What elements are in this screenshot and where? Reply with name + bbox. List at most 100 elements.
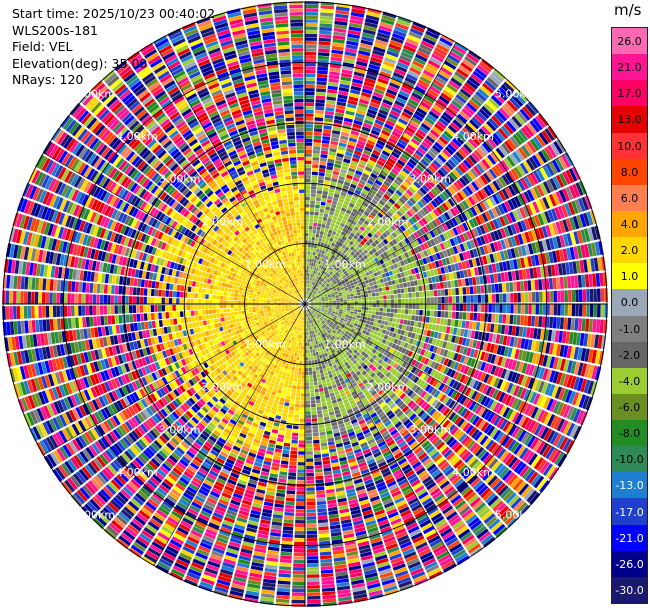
range-gate (408, 158, 418, 167)
range-gate (379, 311, 383, 316)
range-gate (461, 85, 474, 96)
range-gate (309, 374, 313, 379)
range-gate (391, 258, 396, 264)
range-gate (490, 95, 503, 107)
range-gate (321, 402, 327, 407)
range-gate (590, 226, 598, 241)
range-gate (309, 273, 312, 277)
range-gate (338, 87, 350, 93)
range-gate (350, 199, 357, 205)
range-gate (310, 300, 314, 302)
range-gate (513, 247, 520, 258)
range-gate (459, 110, 470, 121)
range-gate (374, 251, 380, 257)
range-gate (494, 283, 499, 293)
range-gate (319, 293, 323, 297)
range-gate (305, 22, 318, 27)
range-gate (407, 250, 413, 257)
range-gate (407, 123, 418, 131)
range-gate (535, 115, 546, 129)
range-gate (357, 220, 364, 226)
range-gate (317, 508, 327, 513)
range-gate (506, 120, 517, 133)
range-gate (368, 250, 374, 256)
range-gate (505, 78, 518, 91)
range-gate (326, 367, 331, 372)
range-gate (331, 242, 336, 247)
range-gate (477, 304, 482, 312)
range-gate (470, 73, 483, 84)
range-gate (305, 193, 310, 197)
range-gate (405, 276, 410, 282)
range-gate (368, 214, 375, 220)
range-gate (383, 295, 387, 300)
range-gate (521, 362, 528, 374)
range-gate (375, 311, 380, 316)
range-gate (490, 231, 497, 242)
range-gate (547, 209, 555, 222)
range-gate (523, 124, 535, 137)
range-gate (349, 232, 355, 238)
range-gate (419, 198, 427, 206)
range-gate (339, 195, 346, 200)
range-gate (390, 304, 395, 308)
range-gate (318, 384, 323, 389)
range-gate (307, 570, 320, 575)
range-gate (544, 128, 555, 141)
range-gate (335, 220, 341, 226)
range-gate (523, 256, 529, 268)
range-gate (413, 247, 420, 254)
range-gate (312, 168, 319, 172)
range-gate (586, 289, 590, 302)
range-gate (333, 28, 347, 33)
range-gate (306, 265, 309, 270)
range-gate (523, 176, 533, 188)
range-gate (335, 284, 340, 288)
range-gate (489, 343, 495, 353)
range-gate (482, 223, 490, 233)
range-gate (315, 351, 319, 356)
range-gate (305, 59, 316, 63)
range-gate (428, 221, 435, 230)
range-gate (307, 327, 310, 332)
range-gate (469, 286, 474, 295)
range-gate (396, 210, 403, 217)
range-gate (305, 88, 315, 92)
range-gate (306, 491, 315, 495)
range-gate (356, 60, 368, 67)
range-gate (311, 360, 315, 364)
range-gate (332, 170, 340, 176)
range-gate (576, 214, 583, 229)
range-gate (375, 266, 380, 272)
range-gate (312, 226, 317, 230)
range-gate (313, 443, 320, 448)
range-gate (488, 264, 493, 274)
range-gate (569, 217, 577, 231)
range-gate (311, 285, 314, 289)
range-gate (393, 222, 399, 229)
range-gate (363, 249, 369, 255)
range-gate (315, 106, 325, 111)
range-gate (422, 37, 436, 46)
range-gate (387, 116, 397, 124)
range-gate (372, 217, 379, 224)
range-gate (335, 277, 339, 281)
range-gate (358, 50, 371, 57)
range-gate (489, 220, 496, 231)
range-gate (343, 121, 353, 127)
range-gate (378, 109, 389, 116)
range-gate (443, 281, 448, 289)
range-gate (305, 109, 314, 114)
range-gate (473, 133, 484, 144)
range-gate (318, 351, 322, 355)
range-gate (522, 269, 527, 280)
range-gate (317, 298, 321, 301)
range-gate (317, 289, 320, 293)
range-gate (423, 329, 428, 336)
range-gate (512, 133, 523, 146)
range-gate (594, 350, 601, 365)
range-gate (491, 313, 496, 323)
range-gate (542, 304, 547, 315)
range-gate (371, 268, 377, 273)
range-gate (449, 327, 454, 335)
